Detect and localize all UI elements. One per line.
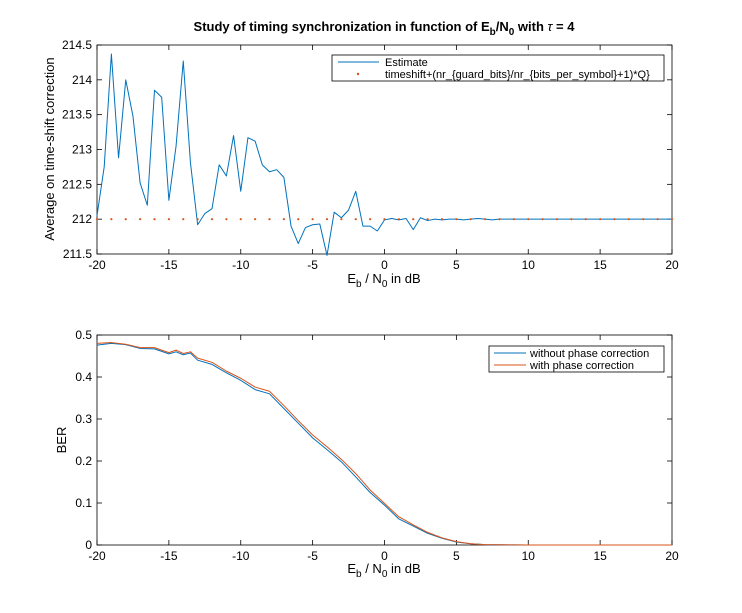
y-axis-label: Average on time-shift correction — [42, 57, 57, 240]
data-point — [426, 218, 429, 221]
series-timeshift-nr-guard-bits-nr-bit — [95, 218, 674, 221]
y-tick-label: 213 — [72, 143, 92, 157]
data-point — [110, 218, 113, 221]
x-tick-label: -5 — [307, 258, 318, 272]
series-group — [95, 53, 674, 256]
legend-label-without-phase: without phase correction — [529, 348, 649, 360]
x-tick-label: -5 — [307, 549, 318, 563]
x-tick-label: 5 — [453, 549, 460, 563]
data-point — [325, 218, 329, 221]
data-point — [440, 218, 444, 221]
series-line-with-phase-correction — [96, 342, 672, 546]
x-axis-label: Eb / N0 in dB — [347, 561, 420, 580]
x-tick-label: -15 — [160, 549, 178, 563]
y-axis-label: BER — [54, 427, 69, 454]
x-tick-label: 15 — [593, 549, 607, 563]
data-point — [484, 218, 487, 221]
data-point — [95, 218, 99, 221]
data-point — [210, 218, 214, 221]
data-point — [369, 218, 372, 221]
data-point — [570, 218, 573, 221]
legend-label-with-phase: with phase correction — [529, 360, 634, 372]
x-tick-label: 5 — [453, 258, 460, 272]
data-point — [498, 218, 501, 221]
y-tick-label: 214 — [72, 73, 92, 87]
x-tick-label: 0 — [381, 258, 388, 272]
series-group — [96, 342, 672, 546]
data-point — [397, 218, 400, 221]
y-tick-label: 0.1 — [75, 496, 92, 510]
data-point — [167, 218, 170, 221]
data-point — [297, 218, 300, 221]
x-axis-ticks: -20 -15 -10 -5 0 5 10 15 20 — [88, 335, 679, 563]
ber-chart: -20 -15 -10 -5 0 5 10 15 20 0 0.1 0.2 0.3 0.4 0.5 Eb … — [54, 328, 679, 580]
series-line-estimate — [96, 53, 672, 256]
y-tick-label: 213.5 — [62, 108, 92, 122]
legend: without phase correction with phase corr… — [488, 345, 665, 373]
x-tick-label: -10 — [232, 549, 250, 563]
data-point — [584, 218, 587, 221]
legend-box — [488, 345, 665, 373]
legend-swatch-timeshift — [356, 72, 360, 76]
chart-title: Study of timing synchronization in funct… — [194, 19, 576, 38]
x-tick-label: 10 — [522, 258, 536, 272]
data-point — [383, 218, 386, 221]
data-point — [268, 218, 271, 221]
y-tick-label: 0.2 — [75, 454, 92, 468]
legend-label-estimate: Estimate — [385, 57, 428, 69]
data-point — [670, 218, 674, 221]
data-point — [412, 218, 415, 221]
data-point — [182, 218, 185, 221]
x-tick-label: 0 — [381, 549, 388, 563]
x-tick-label: -15 — [160, 258, 178, 272]
x-tick-label: 20 — [665, 549, 679, 563]
data-point — [239, 218, 242, 221]
data-point — [196, 218, 199, 221]
x-tick-label: -20 — [88, 549, 106, 563]
legend: Estimate timeshift+(nr_{guard_bits}/nr_{… — [331, 54, 665, 82]
y-axis-ticks: 0 0.1 0.2 0.3 0.4 0.5 — [75, 328, 672, 552]
data-point — [340, 218, 343, 221]
x-axis-label: Eb / N0 in dB — [347, 271, 420, 290]
data-point — [541, 218, 544, 221]
data-point — [354, 218, 357, 221]
data-point — [455, 218, 458, 221]
data-point — [555, 218, 559, 221]
data-point — [527, 218, 530, 221]
y-tick-label: 212.5 — [62, 177, 92, 191]
legend-label-timeshift: timeshift+(nr_{guard_bits}/nr_{bits_per_… — [385, 69, 650, 81]
x-tick-label: 10 — [522, 549, 536, 563]
x-axis-ticks: -20 -15 -10 -5 0 5 10 15 20 — [88, 45, 679, 272]
data-point — [139, 218, 142, 221]
data-point — [627, 218, 630, 221]
y-tick-label: 0 — [85, 538, 92, 552]
data-point — [153, 218, 156, 221]
x-tick-label: 20 — [665, 258, 679, 272]
y-tick-label: 214.5 — [62, 38, 92, 52]
timing-sync-chart: Study of timing synchronization in funct… — [42, 19, 679, 290]
data-point — [599, 218, 602, 221]
y-tick-label: 212 — [72, 212, 92, 226]
x-tick-label: 15 — [593, 258, 607, 272]
x-tick-label: -10 — [232, 258, 250, 272]
data-point — [642, 218, 645, 221]
data-point — [311, 218, 314, 221]
y-tick-label: 0.3 — [75, 412, 92, 426]
y-tick-label: 211.5 — [63, 247, 92, 261]
data-point — [469, 218, 472, 221]
data-point — [254, 218, 257, 221]
data-point — [656, 218, 659, 221]
legend-box — [331, 54, 665, 82]
data-point — [225, 218, 228, 221]
y-tick-label: 0.4 — [75, 370, 92, 384]
y-axis-ticks: 211.5 212 212.5 213 213.5 214 214.5 — [62, 38, 672, 261]
data-point — [613, 218, 616, 221]
data-point — [282, 218, 285, 221]
x-tick-label: -20 — [88, 258, 106, 272]
data-point — [124, 218, 127, 221]
data-point — [512, 218, 515, 221]
y-tick-label: 0.5 — [75, 328, 92, 342]
